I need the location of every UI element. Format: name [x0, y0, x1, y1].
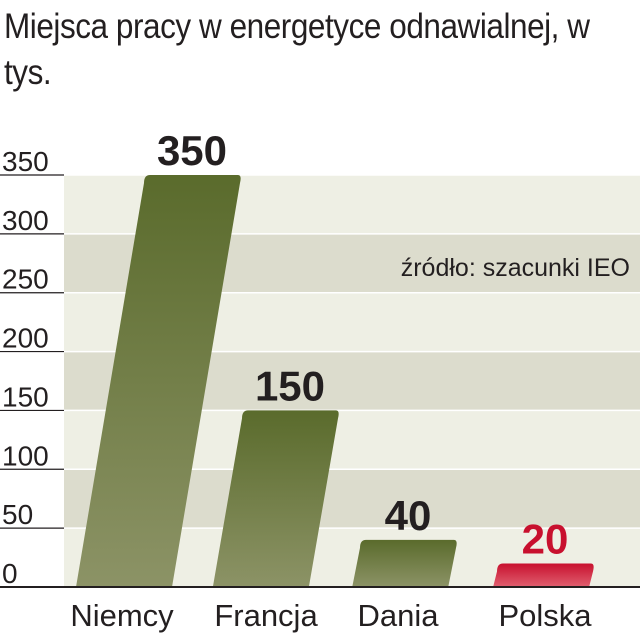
- category-labels: Niemcy Francja Dania Polska: [70, 598, 592, 633]
- bar-niemcy: [76, 175, 241, 587]
- y-tick-label: 50: [2, 499, 33, 530]
- y-tick-label: 0: [2, 558, 18, 589]
- bar-dania: [352, 539, 457, 587]
- source-note: źródło: szacunki IEO: [401, 254, 630, 282]
- value-label-francja: 150: [255, 362, 325, 409]
- bars: [76, 175, 594, 587]
- category-label-dania: Dania: [358, 598, 440, 633]
- bar-francja: [212, 410, 339, 587]
- value-label-dania: 40: [385, 492, 432, 539]
- y-tick-label: 200: [2, 323, 49, 354]
- category-label-francja: Francja: [214, 598, 318, 633]
- y-tick-label: 350: [2, 146, 49, 177]
- y-tick-label: 250: [2, 264, 49, 295]
- value-labels: 350 150 40 20: [157, 127, 568, 562]
- bar-polska: [493, 563, 594, 587]
- y-tick-label: 100: [2, 440, 49, 471]
- y-tick-label: 300: [2, 205, 49, 236]
- chart-title: Miejsca pracy w energetyce odnawialnej, …: [4, 7, 590, 92]
- y-tick-label: 150: [2, 381, 49, 412]
- y-axis-ticks: 0 50 100 150 200 250 300 350: [0, 146, 64, 589]
- category-label-polska: Polska: [498, 598, 592, 633]
- category-label-niemcy: Niemcy: [70, 598, 174, 633]
- value-label-niemcy: 350: [157, 127, 227, 174]
- value-label-polska: 20: [522, 515, 569, 562]
